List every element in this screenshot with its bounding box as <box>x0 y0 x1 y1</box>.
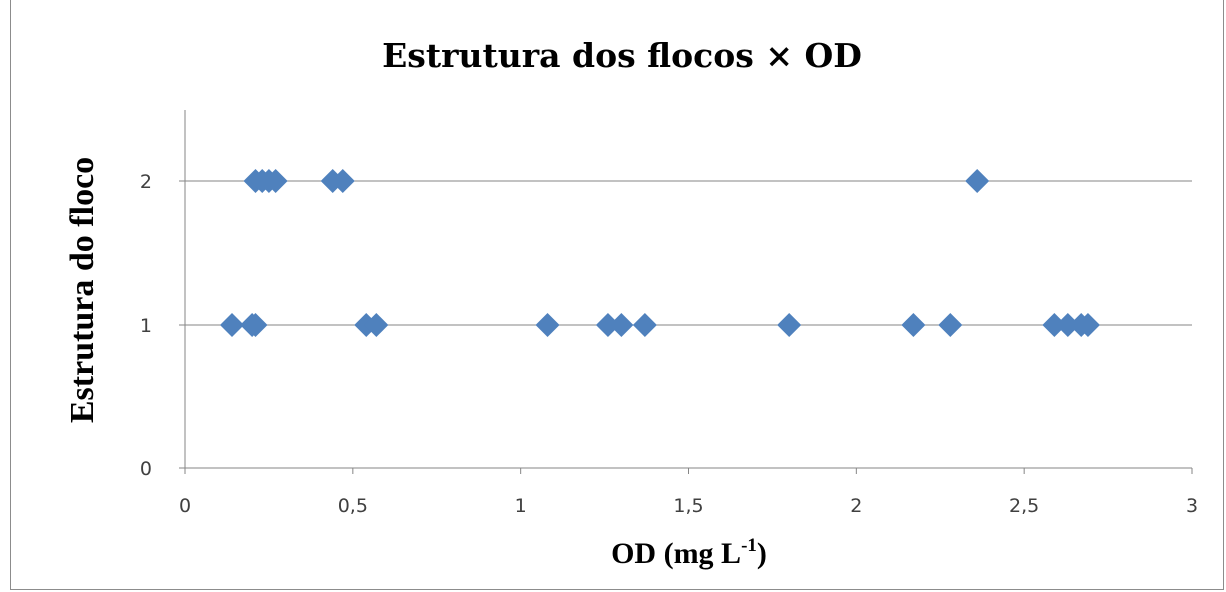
x-tick-label: 2 <box>850 495 862 517</box>
data-point <box>595 313 620 337</box>
x-tick-label: 1 <box>515 495 527 517</box>
x-tick-label: 1,5 <box>673 495 703 517</box>
data-point <box>1075 313 1100 337</box>
x-axis-label: OD (mg L-1) <box>611 535 767 570</box>
data-point <box>1055 313 1080 337</box>
x-tick-label: 3 <box>1186 495 1198 517</box>
data-point <box>535 313 560 337</box>
y-tick-label: 2 <box>140 171 152 193</box>
data-point <box>777 313 802 337</box>
y-tick-labels: 0 1 2 <box>140 171 152 480</box>
x-tick-label: 0,5 <box>338 495 368 517</box>
y-axis-label: Estrutura do floco <box>64 157 101 423</box>
data-point <box>938 313 963 337</box>
data-point <box>364 313 389 337</box>
data-point <box>901 313 926 337</box>
y-tick-label: 1 <box>140 315 152 337</box>
x-tick-labels: 0 0,5 1 1,5 2 2,5 3 <box>179 495 1198 517</box>
axes <box>179 110 1193 474</box>
gridlines <box>185 180 1192 326</box>
x-tick-label: 2,5 <box>1009 495 1039 517</box>
data-point <box>1042 313 1067 337</box>
data-points <box>219 169 1100 337</box>
chart-area <box>10 0 1224 590</box>
data-point <box>330 169 355 193</box>
data-point <box>219 313 244 337</box>
data-point <box>632 313 657 337</box>
data-point <box>243 313 268 337</box>
data-point <box>263 169 288 193</box>
data-point <box>609 313 634 337</box>
x-tick-label: 0 <box>179 495 191 517</box>
chart-title: Estrutura dos flocos × OD <box>382 36 862 75</box>
y-tick-label: 0 <box>140 458 152 480</box>
data-point <box>965 169 990 193</box>
